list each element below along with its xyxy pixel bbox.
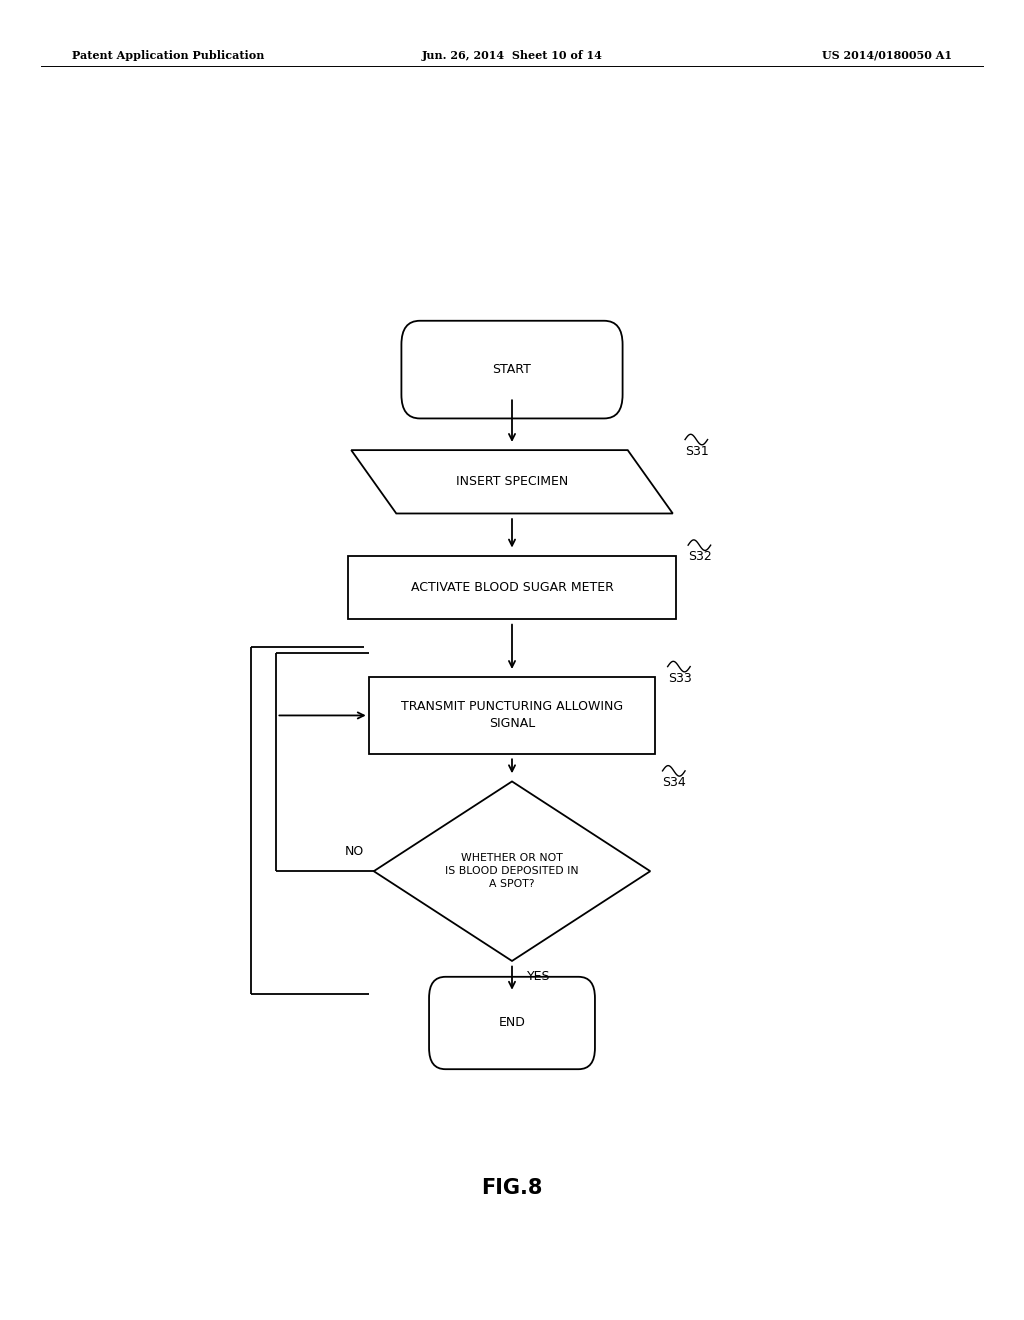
FancyBboxPatch shape bbox=[401, 321, 623, 418]
Text: S33: S33 bbox=[668, 672, 691, 685]
Polygon shape bbox=[351, 450, 673, 513]
Text: YES: YES bbox=[527, 970, 551, 983]
Text: S34: S34 bbox=[663, 776, 686, 789]
Text: TRANSMIT PUNCTURING ALLOWING
SIGNAL: TRANSMIT PUNCTURING ALLOWING SIGNAL bbox=[401, 701, 623, 730]
Text: S31: S31 bbox=[685, 445, 709, 458]
FancyBboxPatch shape bbox=[429, 977, 595, 1069]
Text: INSERT SPECIMEN: INSERT SPECIMEN bbox=[456, 475, 568, 488]
Text: Jun. 26, 2014  Sheet 10 of 14: Jun. 26, 2014 Sheet 10 of 14 bbox=[422, 50, 602, 61]
Text: ACTIVATE BLOOD SUGAR METER: ACTIVATE BLOOD SUGAR METER bbox=[411, 581, 613, 594]
Text: Patent Application Publication: Patent Application Publication bbox=[72, 50, 264, 61]
FancyBboxPatch shape bbox=[369, 677, 655, 754]
Text: NO: NO bbox=[344, 845, 364, 858]
Text: FIG.8: FIG.8 bbox=[481, 1177, 543, 1199]
Text: WHETHER OR NOT
IS BLOOD DEPOSITED IN
A SPOT?: WHETHER OR NOT IS BLOOD DEPOSITED IN A S… bbox=[445, 854, 579, 888]
Polygon shape bbox=[374, 781, 650, 961]
Text: START: START bbox=[493, 363, 531, 376]
Text: END: END bbox=[499, 1016, 525, 1030]
Text: S32: S32 bbox=[688, 550, 712, 564]
FancyBboxPatch shape bbox=[348, 556, 676, 619]
Text: US 2014/0180050 A1: US 2014/0180050 A1 bbox=[822, 50, 952, 61]
